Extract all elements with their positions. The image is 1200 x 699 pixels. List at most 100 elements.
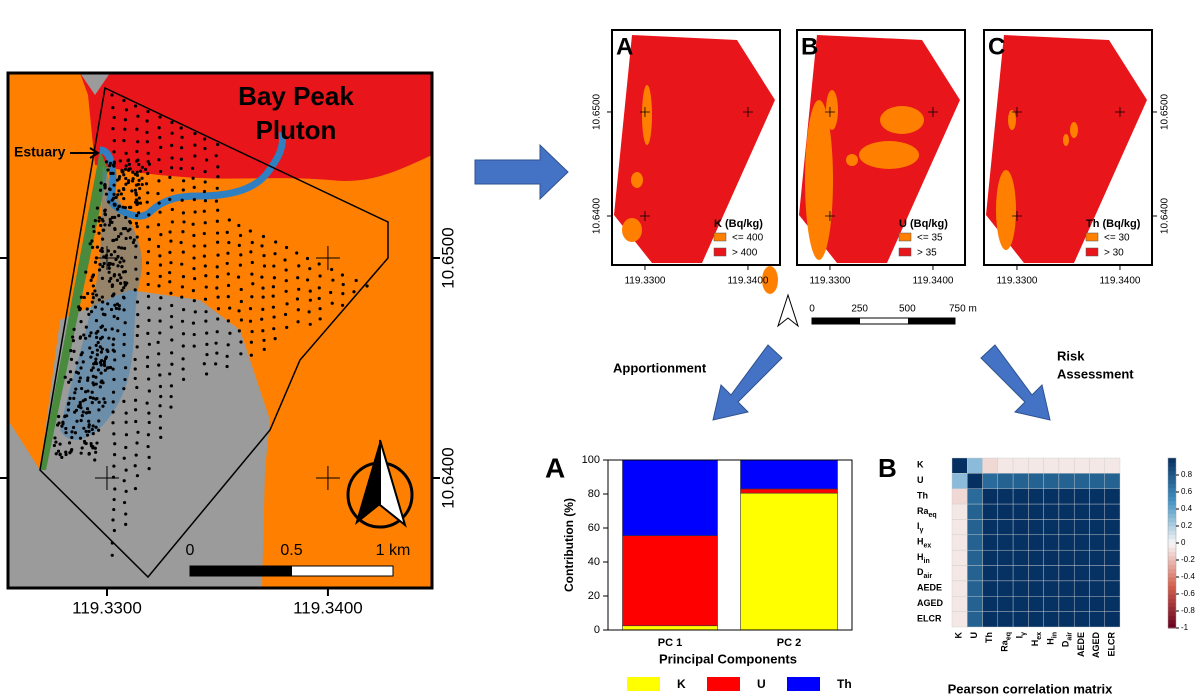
sample-point xyxy=(147,420,151,425)
class-patch xyxy=(996,170,1016,250)
heat-cell xyxy=(1028,565,1044,582)
sample-point xyxy=(271,285,275,289)
sample-point xyxy=(138,201,143,205)
sample-point xyxy=(216,165,220,169)
sample-point xyxy=(239,340,243,344)
main-map: Bay Peak Pluton Estuary xyxy=(6,71,434,590)
sample-point xyxy=(111,390,116,394)
sample-point xyxy=(215,265,219,269)
sample-point xyxy=(135,345,139,349)
colorbar-label: 0.4 xyxy=(1181,504,1193,513)
legend-label: Th xyxy=(837,677,852,691)
heat-cell xyxy=(1028,534,1044,551)
legend-swatch xyxy=(898,232,912,242)
sample-point xyxy=(249,353,253,357)
sample-point xyxy=(134,191,138,195)
legend-title: Th (Bq/kg) xyxy=(1086,218,1141,230)
sample-point xyxy=(69,378,73,382)
sample-point xyxy=(79,418,83,423)
pluton-zone xyxy=(8,73,432,181)
panel-letter: C xyxy=(988,33,1005,60)
sample-point xyxy=(101,312,106,316)
sample-point xyxy=(261,329,265,333)
heat-cell xyxy=(1012,488,1029,505)
sample-point xyxy=(94,375,98,379)
label-text: Ra xyxy=(917,506,929,516)
heat-cell xyxy=(1104,488,1121,505)
sample-point xyxy=(136,140,140,144)
heat-cell xyxy=(1043,596,1060,612)
sample-point xyxy=(70,435,74,440)
matrix-label: AGED xyxy=(917,598,944,608)
sample-point xyxy=(158,426,163,430)
scale-label: 0 xyxy=(186,542,195,559)
compass-half xyxy=(355,440,380,525)
heat-cell xyxy=(1058,488,1075,505)
matrix-label: Hex xyxy=(917,537,931,549)
sample-point xyxy=(123,127,127,131)
sample-point xyxy=(158,115,162,119)
heat-cell xyxy=(951,457,968,474)
sample-point xyxy=(307,310,311,314)
sample-point xyxy=(214,154,218,158)
sample-point xyxy=(170,338,174,342)
sample-point xyxy=(135,149,139,154)
sample-point xyxy=(158,254,162,258)
colorbar-step xyxy=(1168,538,1176,544)
label-text: Ra xyxy=(1000,639,1010,651)
sample-point xyxy=(227,240,231,245)
sample-point xyxy=(238,263,242,267)
sample-point xyxy=(94,343,98,347)
sample-point xyxy=(82,333,86,337)
sample-point xyxy=(295,297,300,301)
heat-cell xyxy=(1104,503,1121,520)
sample-point xyxy=(131,170,135,174)
heat-cell xyxy=(1043,549,1060,566)
matrix-label: K xyxy=(954,632,964,639)
sample-point xyxy=(124,366,128,370)
sample-point xyxy=(118,159,122,163)
sample-point xyxy=(135,277,139,281)
sample-point xyxy=(158,135,162,140)
sample-point xyxy=(111,163,116,167)
sample-point xyxy=(237,309,241,313)
sample-point xyxy=(84,325,88,329)
sample-point xyxy=(92,229,96,234)
sample-point xyxy=(71,425,76,430)
sample-point xyxy=(297,287,301,291)
sample-point xyxy=(262,338,266,342)
sample-point xyxy=(78,403,82,407)
sample-point xyxy=(124,433,129,437)
sample-point xyxy=(119,246,124,250)
label-text: AGED xyxy=(1091,632,1101,659)
colorbar-label: 0.8 xyxy=(1181,470,1193,479)
class-patch xyxy=(762,266,778,294)
y-axis-label: Contribution (%) xyxy=(562,498,576,592)
sample-point xyxy=(182,179,186,183)
label-text: H xyxy=(917,537,924,547)
sample-point xyxy=(85,307,89,311)
colorbar-step xyxy=(1168,585,1176,591)
green-strip xyxy=(40,150,108,470)
heat-cell xyxy=(1012,596,1029,612)
sample-point xyxy=(330,301,334,305)
heat-cell xyxy=(1104,473,1121,489)
sample-point xyxy=(158,210,162,214)
sample-point xyxy=(158,307,162,311)
sample-point xyxy=(117,177,121,181)
sample-point xyxy=(112,349,116,353)
legend-swatch xyxy=(787,677,820,691)
sample-point xyxy=(126,158,131,162)
heat-cell xyxy=(967,519,983,536)
sample-point xyxy=(296,320,300,324)
heat-cell xyxy=(1028,549,1044,566)
heat-cell xyxy=(1012,503,1029,520)
sample-point xyxy=(93,289,97,293)
sample-point xyxy=(83,398,87,402)
sample-point xyxy=(89,310,94,314)
x-tick-label: 119.3300 xyxy=(624,276,665,287)
sample-point xyxy=(192,256,196,260)
sample-point xyxy=(273,252,277,256)
sample-point xyxy=(106,249,110,253)
sample-point xyxy=(170,314,174,319)
